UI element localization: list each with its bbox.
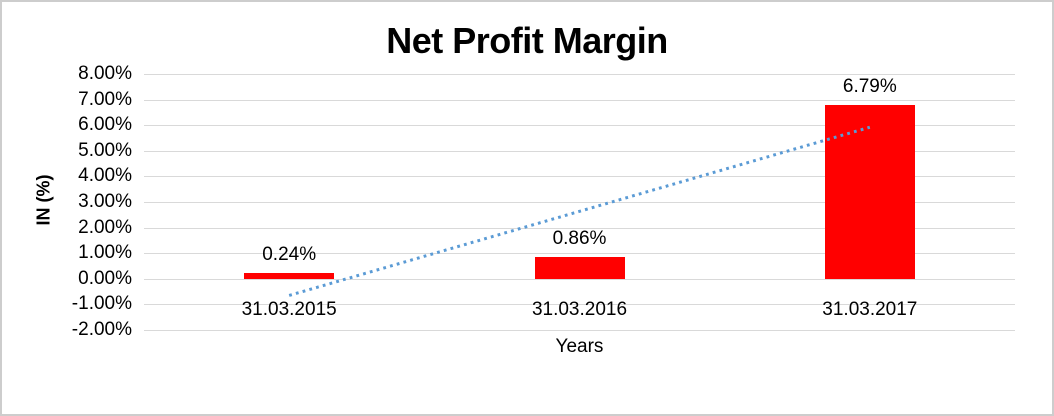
y-tick-label: 8.00% xyxy=(78,63,132,84)
x-axis-title: Years xyxy=(555,336,604,357)
bar xyxy=(534,256,625,279)
bar xyxy=(244,272,335,279)
gridline xyxy=(144,99,1015,101)
gridline xyxy=(144,74,1015,75)
gridline xyxy=(144,125,1015,127)
gridline xyxy=(144,330,1015,331)
y-tick-label: 4.00% xyxy=(78,165,132,187)
gridline xyxy=(144,304,1015,306)
x-category-label: 31.03.2015 xyxy=(241,298,337,320)
y-tick-label: 5.00% xyxy=(78,139,132,161)
chart-title: Net Profit Margin xyxy=(386,20,668,61)
bar xyxy=(824,104,915,279)
x-category-label: 31.03.2017 xyxy=(822,298,918,320)
bar-data-label: 0.86% xyxy=(552,227,607,249)
gridline xyxy=(144,278,1015,280)
bar-data-label: 0.24% xyxy=(262,243,317,265)
y-tick-label: 2.00% xyxy=(78,216,132,238)
y-tick-label: -1.00% xyxy=(71,293,132,315)
y-tick-label: 3.00% xyxy=(78,191,132,212)
y-tick-label: 6.00% xyxy=(78,114,132,136)
y-tick-label: 1.00% xyxy=(78,242,132,264)
y-tick-label: 0.00% xyxy=(78,267,132,289)
y-tick-label: 7.00% xyxy=(78,88,132,110)
bar-data-label: 6.79% xyxy=(842,75,897,97)
x-category-label: 31.03.2016 xyxy=(531,298,628,320)
y-tick-label: -2.00% xyxy=(71,319,132,340)
